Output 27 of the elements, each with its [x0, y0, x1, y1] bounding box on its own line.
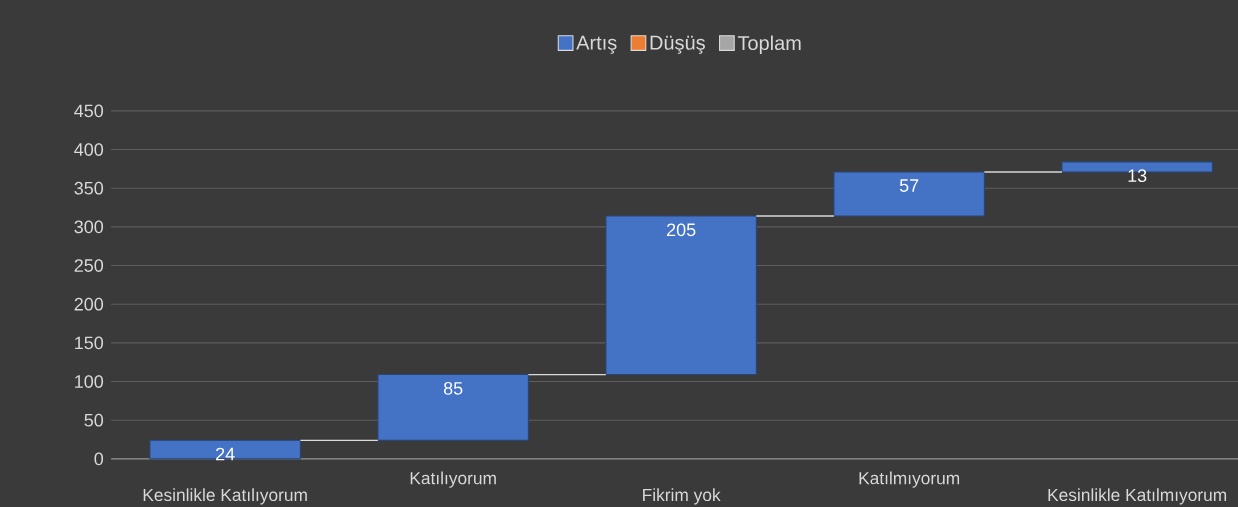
y-tick-label: 50	[84, 413, 104, 427]
x-tick-label: Fikrim yok	[643, 488, 721, 505]
data-label: 24	[216, 447, 235, 461]
y-tick-label: 400	[74, 143, 104, 156]
y-tick-label: 150	[75, 336, 104, 350]
bar	[377, 374, 529, 441]
data-label: 205	[667, 223, 696, 237]
bar	[833, 171, 985, 217]
x-tick-label: Kesinlikle Katılmıyorum	[1048, 488, 1227, 505]
legend-label: Düşüş	[650, 35, 705, 54]
legend-label: Artış	[576, 35, 617, 54]
y-tick-label: 200	[74, 297, 104, 311]
x-tick-label: Katılıyorum	[410, 471, 496, 488]
x-tick-label: Kesinlikle Katılıyorum	[143, 488, 307, 505]
y-tick-label: 250	[74, 259, 104, 272]
data-label: 57	[899, 179, 919, 192]
bar	[605, 215, 757, 376]
y-tick-label: 0	[94, 452, 104, 466]
legend-label: Toplam	[737, 35, 801, 55]
y-tick-label: 450	[74, 104, 104, 118]
data-label: 13	[1128, 169, 1147, 183]
y-tick-label: 300	[74, 220, 104, 234]
data-label: 85	[443, 381, 463, 395]
y-tick-label: 350	[74, 181, 104, 195]
bar	[149, 439, 301, 460]
y-tick-label: 100	[75, 375, 104, 388]
x-tick-label: Katılmıyorum	[859, 471, 960, 488]
